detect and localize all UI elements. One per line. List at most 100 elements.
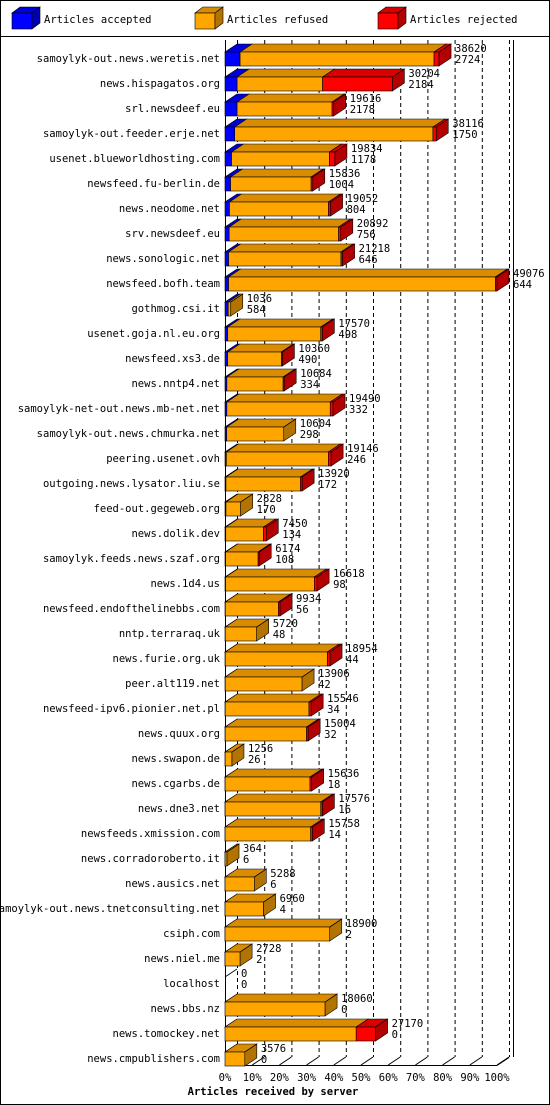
category-label: newsfeed.bofh.team xyxy=(106,278,220,290)
bar-segment xyxy=(228,276,496,292)
bar-segment xyxy=(239,51,435,67)
bar-segment-top xyxy=(321,68,406,78)
category-label: usenet.goja.nl.eu.org xyxy=(87,328,220,340)
tick-mark xyxy=(387,1056,401,1066)
accepted-label: 334 xyxy=(300,379,319,391)
bar-segment xyxy=(224,676,303,692)
bar-segment-top xyxy=(226,318,334,328)
accepted-label: 32 xyxy=(324,729,337,741)
category-label: news.quux.org xyxy=(138,728,220,740)
bar-segment-top xyxy=(225,393,344,403)
category-label: news.swapon.de xyxy=(131,753,220,765)
category-label: news.niel.me xyxy=(144,953,220,965)
total-label: 2828 xyxy=(257,493,282,505)
bar-segment xyxy=(226,426,285,442)
bar-segment xyxy=(225,476,301,492)
bar-segment xyxy=(229,201,329,217)
accepted-label: 4 xyxy=(280,904,286,916)
category-label: newsfeed.fu-berlin.de xyxy=(87,178,220,190)
bar-segment-side xyxy=(316,568,330,592)
bar-segment-side xyxy=(312,168,326,192)
accepted-label: 6 xyxy=(243,854,249,866)
accepted-label: 108 xyxy=(275,554,294,566)
accepted-label: 332 xyxy=(349,404,368,416)
bar-segment-top xyxy=(224,718,320,728)
x-tick-label: 90% xyxy=(460,1072,480,1084)
legend-swatch xyxy=(11,12,33,30)
tick-mark xyxy=(415,1056,428,1066)
bar-segment xyxy=(225,551,259,567)
bar-segment xyxy=(225,576,315,592)
bar-segment-side xyxy=(435,118,449,142)
accepted-label: 170 xyxy=(257,504,276,516)
bar-segment-side xyxy=(322,318,335,342)
total-label: 9934 xyxy=(296,593,321,605)
bar-segment xyxy=(338,226,342,242)
bar-segment-side xyxy=(332,393,346,417)
accepted-label: 0 xyxy=(341,1004,347,1016)
bar-segment-top xyxy=(236,68,336,78)
accepted-label: 56 xyxy=(296,604,309,616)
total-label: 5720 xyxy=(273,618,298,630)
category-label: news.1d4.us xyxy=(150,578,220,590)
bar-segment xyxy=(224,301,229,317)
bar-segment xyxy=(326,651,331,667)
category-label: news.bbs.nz xyxy=(150,1003,220,1015)
bar-segment-side xyxy=(496,268,510,292)
bar-segment xyxy=(224,701,310,717)
accepted-label: 584 xyxy=(247,304,266,316)
total-label: 21218 xyxy=(359,243,391,255)
accepted-label: 2178 xyxy=(350,104,375,116)
category-label: samoylyk-net-out.news.mb-net.net xyxy=(18,403,220,415)
legend-swatch xyxy=(194,12,216,30)
bar-segment xyxy=(224,151,232,167)
total-label: 19834 xyxy=(351,143,383,155)
bar-segment-side xyxy=(310,693,324,717)
accepted-label: 756 xyxy=(357,229,376,241)
total-label: 6174 xyxy=(275,543,300,555)
bar-segment-side xyxy=(333,93,347,117)
category-label: csiph.com xyxy=(163,928,220,940)
accepted-label: 44 xyxy=(346,654,359,666)
bar-segment xyxy=(263,526,267,542)
bar-segment-top xyxy=(225,443,342,453)
bar-segment xyxy=(225,526,264,542)
bar-segment-top xyxy=(256,618,269,628)
accepted-label: 0 xyxy=(392,1029,398,1041)
total-label: 15758 xyxy=(328,818,360,830)
bar-segment-top xyxy=(227,243,354,253)
category-label: news.hispagatos.org xyxy=(100,78,220,90)
accepted-label: 644 xyxy=(513,279,532,291)
bar-segment-side xyxy=(322,793,335,817)
x-tick-label: 10% xyxy=(243,1072,263,1084)
accepted-label: 2 xyxy=(346,929,352,941)
total-label: 2728 xyxy=(256,943,281,955)
category-label: news.cgarbs.de xyxy=(131,778,220,790)
bar-segment-top xyxy=(233,118,446,128)
bar-segment-top xyxy=(224,668,316,678)
accepted-label: 298 xyxy=(300,429,319,441)
category-label: news.nntp4.net xyxy=(131,378,220,390)
x-tick-label: 50% xyxy=(352,1072,372,1084)
legend-swatch-side xyxy=(31,6,41,30)
accepted-label: 172 xyxy=(318,479,337,491)
bar-segment xyxy=(224,826,311,842)
total-label: 15004 xyxy=(324,718,356,730)
total-label: 3576 xyxy=(261,1043,286,1055)
total-label: 13920 xyxy=(318,468,350,480)
accepted-label: 6 xyxy=(270,879,276,891)
accepted-label: 0 xyxy=(261,1054,267,1066)
bar-segment xyxy=(234,126,434,142)
bar-segment-side xyxy=(301,468,315,492)
bar-segment-top xyxy=(230,293,243,303)
tick-mark xyxy=(442,1056,455,1066)
bar-segment xyxy=(432,126,437,142)
bar-segment-side xyxy=(438,43,452,67)
bar-segment xyxy=(328,451,332,467)
bar-segment-top xyxy=(239,943,253,953)
bar-segment-top xyxy=(283,418,296,428)
bar-segment xyxy=(224,251,229,267)
total-label: 6960 xyxy=(280,893,305,905)
total-label: 38620 xyxy=(455,43,487,55)
x-axis-title: Articles received by server xyxy=(188,1086,359,1098)
